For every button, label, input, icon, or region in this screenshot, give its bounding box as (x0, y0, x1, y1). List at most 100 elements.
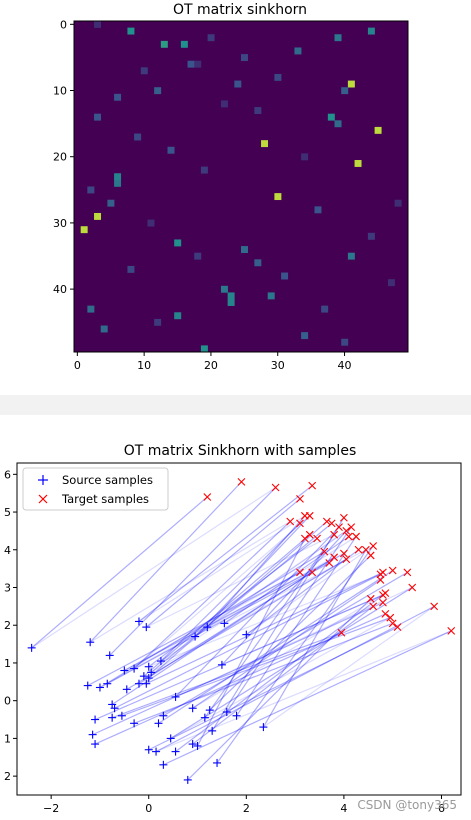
source-sample-point (159, 711, 168, 720)
heatmap-cell (347, 252, 355, 260)
target-sample-point (203, 493, 212, 501)
scatter-x-tick-label: 4 (340, 802, 347, 815)
target-sample-point (330, 530, 339, 539)
scatter-y-tick-label: 2 (4, 619, 11, 632)
transport-link (170, 617, 391, 739)
transport-link (163, 571, 408, 717)
heatmap-cell (140, 67, 148, 75)
transport-link (187, 598, 372, 781)
heatmap-cell (134, 133, 142, 141)
heatmap-cell (154, 87, 162, 95)
transport-link (155, 605, 435, 753)
source-sample-point (91, 715, 100, 724)
transport-link (106, 562, 330, 685)
target-sample-point (379, 568, 387, 577)
heatmap-cell (321, 305, 329, 313)
heatmap-cell (87, 186, 95, 194)
target-sample-point (347, 523, 356, 532)
target-sample-point (305, 511, 314, 520)
heatmap-x-tick-label: 10 (137, 359, 151, 372)
heatmap-cell (180, 40, 188, 48)
heatmap-cell (394, 199, 402, 207)
target-sample-point (308, 481, 317, 490)
heatmap-cell (174, 239, 182, 247)
target-sample-point (296, 568, 304, 577)
transport-link (133, 515, 311, 670)
transport-link (175, 526, 340, 698)
heatmap-cell (274, 193, 282, 201)
target-sample-point (342, 555, 351, 564)
heatmap-x-tick-label: 20 (204, 359, 218, 372)
heatmap-x-tick-label: 30 (271, 359, 285, 372)
target-sample-point (379, 598, 387, 607)
source-sample-point (144, 662, 153, 671)
heatmap-cell (327, 113, 335, 121)
transport-link (143, 534, 311, 677)
source-sample-point (183, 775, 192, 784)
scatter-y-tick-label: 0 (4, 695, 11, 708)
heatmap-cell (301, 332, 309, 340)
heatmap-frame (73, 20, 409, 353)
transport-link (138, 571, 313, 685)
transport-link (148, 537, 318, 668)
scatter-x-tick-label: 2 (243, 802, 250, 815)
transport-link (224, 549, 367, 624)
transport-link (138, 515, 306, 622)
legend-source-marker (38, 475, 48, 485)
source-sample-point (88, 730, 97, 739)
heatmap-cell (334, 120, 342, 128)
heatmap-cell (167, 146, 175, 154)
transport-links (31, 481, 452, 781)
transport-link (94, 613, 386, 745)
heatmap-cell (194, 60, 202, 68)
transport-link (124, 571, 301, 672)
source-sample-point (193, 741, 202, 750)
scatter-x-tick-label: 0 (145, 802, 152, 815)
source-sample-point (156, 657, 165, 666)
scatter-frame (16, 462, 462, 796)
target-sample-point (313, 534, 321, 543)
heatmap-cell (147, 219, 155, 227)
scatter-y-tick-label: 2 (4, 770, 11, 783)
figure-divider (0, 395, 471, 415)
heatmap-cell (114, 179, 122, 187)
transport-link (160, 522, 301, 662)
heatmap-cell (367, 232, 375, 240)
target-sample-point (369, 602, 378, 611)
source-sample-point (232, 711, 241, 720)
source-sample-point (130, 664, 139, 673)
scatter-title: OT matrix Sinkhorn with samples (124, 443, 356, 459)
source-sample-point (139, 672, 148, 681)
target-sample-point (286, 517, 295, 526)
heatmap-cell (174, 312, 182, 320)
target-sample-point (340, 513, 348, 522)
transport-link (87, 571, 301, 687)
target-sample-point (388, 619, 397, 628)
source-sample-point (208, 726, 217, 735)
transport-link (194, 515, 311, 637)
heatmap-cell (274, 73, 282, 81)
source-sample-point (108, 713, 117, 722)
target-sample-point (403, 568, 412, 577)
source-sample-point (159, 760, 168, 769)
target-sample-point (320, 547, 329, 556)
target-sample-point (322, 517, 331, 526)
heatmap-background (74, 21, 408, 352)
transport-link (126, 558, 347, 690)
transport-link (160, 536, 357, 662)
source-sample-point (154, 719, 163, 728)
target-sample-point (337, 628, 346, 637)
transport-link (109, 487, 277, 656)
target-sample-point (388, 566, 397, 575)
transport-link (89, 481, 242, 643)
source-sample-point (110, 704, 119, 713)
transport-link (245, 545, 374, 636)
transport-link (226, 526, 352, 713)
transport-link (92, 602, 384, 736)
target-sample-point (430, 602, 439, 611)
target-sample-point (271, 483, 280, 492)
transport-link (145, 498, 301, 628)
legend-target-label: Target samples (61, 492, 149, 506)
ot-samples-scatter: OT matrix Sinkhorn with samples −2 0 2 4 6 2 1… (4, 443, 462, 815)
target-sample-point (361, 545, 370, 554)
